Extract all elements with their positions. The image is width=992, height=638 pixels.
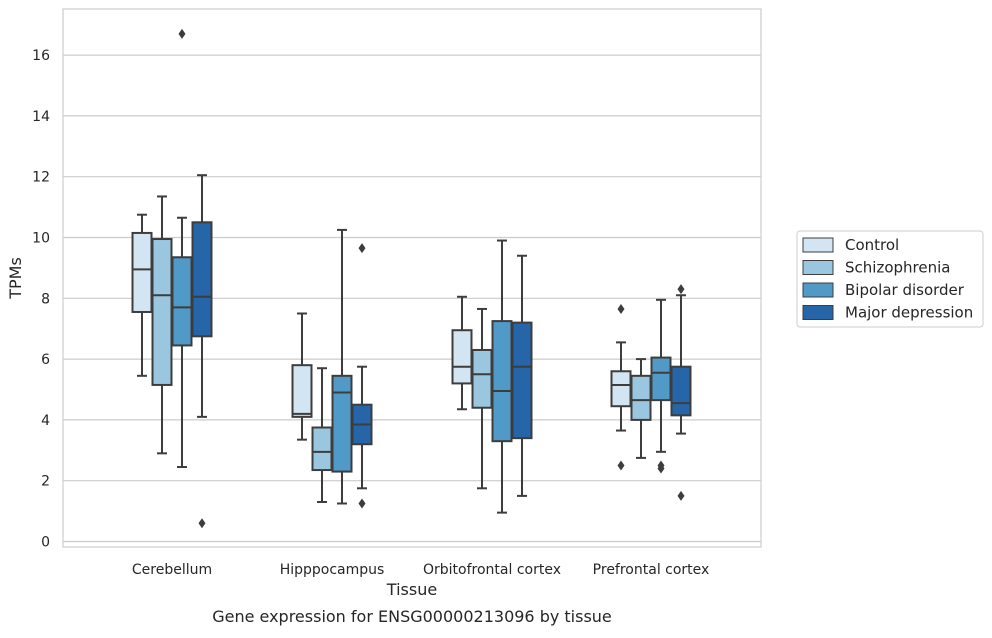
box-body	[171, 256, 193, 347]
y-tick-labels: 0 2 4 6 8 10 12 14 16	[32, 48, 50, 550]
box-body	[491, 320, 513, 443]
legend-swatch	[802, 282, 834, 298]
box-bipolar-disorder	[331, 228, 353, 505]
box-body	[151, 238, 173, 386]
legend-swatch	[802, 305, 834, 320]
box-bipolar-disorder	[650, 298, 672, 474]
x-tick-label: Orbitofrontal cortex	[423, 562, 561, 578]
legend: Control Schizophrenia Bipolar disorder Majo…	[796, 230, 984, 328]
plot-area-frame	[62, 8, 762, 548]
y-tick-label: 0	[41, 535, 50, 551]
box-major-depression	[351, 243, 373, 509]
box-body	[471, 348, 493, 409]
y-tick-label: 8	[41, 291, 50, 307]
outlier-point	[198, 518, 206, 529]
x-tick-labels: Cerebellum Hipppocampus Orbitofrontal cort…	[132, 562, 709, 578]
outlier-point	[178, 28, 186, 39]
x-tick-label: Hipppocampus	[280, 562, 385, 578]
box-body	[650, 356, 672, 402]
box-major-depression	[670, 284, 692, 501]
y-tick-label: 16	[32, 48, 50, 64]
legend-swatch	[802, 237, 834, 253]
legend-frame	[796, 230, 984, 328]
box-body	[291, 364, 313, 418]
box-body	[311, 426, 333, 472]
box-body	[630, 374, 652, 421]
outlier-point	[677, 490, 685, 501]
y-tick-label: 10	[32, 231, 50, 247]
box-bipolar-disorder	[491, 239, 513, 514]
box-control	[291, 312, 313, 441]
box-schizophrenia	[311, 367, 333, 503]
x-tick-label: Prefrontal cortex	[593, 562, 710, 578]
chart-caption: Gene expression for ENSG00000213096 by t…	[212, 607, 612, 626]
box-schizophrenia	[471, 307, 493, 490]
y-tick-label: 6	[41, 352, 50, 368]
box-body	[610, 370, 632, 408]
legend-items: Control Schizophrenia Bipolar disorder Majo…	[802, 236, 973, 322]
box-schizophrenia	[151, 195, 173, 455]
y-tick-label: 14	[32, 109, 50, 125]
box-body	[451, 329, 473, 385]
outlier-point	[657, 463, 665, 474]
box-body	[191, 221, 213, 338]
box-control	[451, 295, 473, 411]
box-body	[670, 365, 692, 417]
y-tick-label: 4	[41, 413, 50, 429]
outlier-point	[358, 243, 366, 254]
box-major-depression	[191, 174, 213, 529]
box-bipolar-disorder	[171, 28, 193, 469]
outlier-point	[617, 460, 625, 471]
box-body	[511, 321, 533, 440]
legend-label: Bipolar disorder	[845, 281, 965, 299]
box-body	[331, 374, 353, 473]
boxes	[131, 28, 692, 529]
y-tick-label: 12	[32, 170, 50, 186]
legend-label: Control	[845, 236, 899, 254]
legend-label: Schizophrenia	[845, 259, 950, 277]
outlier-point	[677, 284, 685, 295]
box-schizophrenia	[630, 358, 652, 459]
outlier-point	[358, 498, 366, 509]
box-control	[610, 303, 632, 471]
x-axis-title: Tissue	[386, 580, 437, 599]
box-body	[131, 231, 153, 313]
legend-swatch	[802, 260, 834, 275]
outlier-point	[617, 303, 625, 314]
box-major-depression	[511, 254, 533, 497]
x-tick-label: Cerebellum	[132, 562, 212, 578]
y-tick-label: 2	[41, 474, 50, 490]
box-control	[131, 213, 153, 377]
y-axis-title: TPMs	[6, 257, 25, 300]
legend-label: Major depression	[845, 304, 973, 322]
